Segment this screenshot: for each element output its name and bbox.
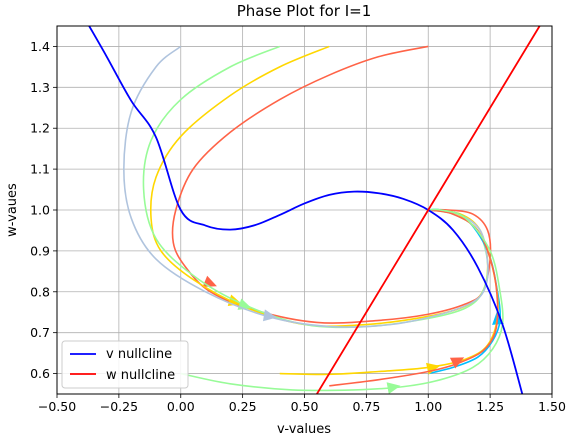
y-tick-label: 1.4	[30, 39, 50, 54]
trajectory-1	[149, 45, 489, 327]
w-nullcline-line	[316, 26, 541, 394]
x-tick-label: 1.25	[476, 399, 504, 414]
x-tick-label: 0.75	[352, 399, 380, 414]
chart-title: Phase Plot for I=1	[237, 2, 372, 20]
x-tick-label: −0.50	[38, 399, 76, 414]
y-tick-label: 0.6	[30, 366, 50, 381]
x-tick-label: 0.00	[167, 399, 195, 414]
trajectory-3	[123, 45, 489, 328]
y-axis-ticks: 0.6 0.7 0.8 0.9 1.0 1.1 1.2 1.3 1.4	[30, 39, 57, 381]
y-tick-label: 1.3	[30, 80, 50, 95]
y-tick-label: 0.9	[30, 243, 50, 258]
plot-area	[88, 26, 541, 394]
x-axis-label: v-values	[277, 422, 331, 437]
x-tick-label: 1.50	[538, 399, 566, 414]
trajectory-arrow-3	[262, 309, 277, 322]
trajectory-2	[142, 45, 489, 329]
x-axis-ticks: −0.50 −0.25 0.00 0.25 0.50 0.75 1.00 1.25 1.50	[38, 394, 566, 414]
legend: v nullcline w nullcline	[61, 340, 189, 389]
nullcline-lines	[88, 26, 541, 394]
y-tick-label: 0.8	[30, 284, 50, 299]
trajectory-arrow-6	[449, 357, 465, 369]
legend-label-v-nullcline: v nullcline	[106, 347, 172, 362]
y-axis-label: w-vaues	[5, 183, 20, 237]
y-tick-label: 1.0	[30, 203, 50, 218]
grid-lines	[56, 26, 553, 394]
x-tick-label: −0.25	[100, 399, 138, 414]
x-tick-label: 0.50	[291, 399, 319, 414]
y-tick-label: 0.7	[30, 325, 50, 340]
legend-label-w-nullcline: w nullcline	[106, 368, 175, 383]
v-nullcline-line	[88, 26, 524, 394]
x-tick-label: 1.00	[414, 399, 442, 414]
trajectory-7	[180, 208, 504, 392]
trajectory-5	[279, 209, 499, 376]
trajectory-arrow-7	[386, 382, 401, 394]
y-tick-label: 1.2	[30, 121, 50, 136]
legend-box	[61, 340, 189, 389]
y-tick-label: 1.1	[30, 162, 50, 177]
x-tick-label: 0.25	[229, 399, 257, 414]
trajectory-curves	[123, 45, 505, 394]
